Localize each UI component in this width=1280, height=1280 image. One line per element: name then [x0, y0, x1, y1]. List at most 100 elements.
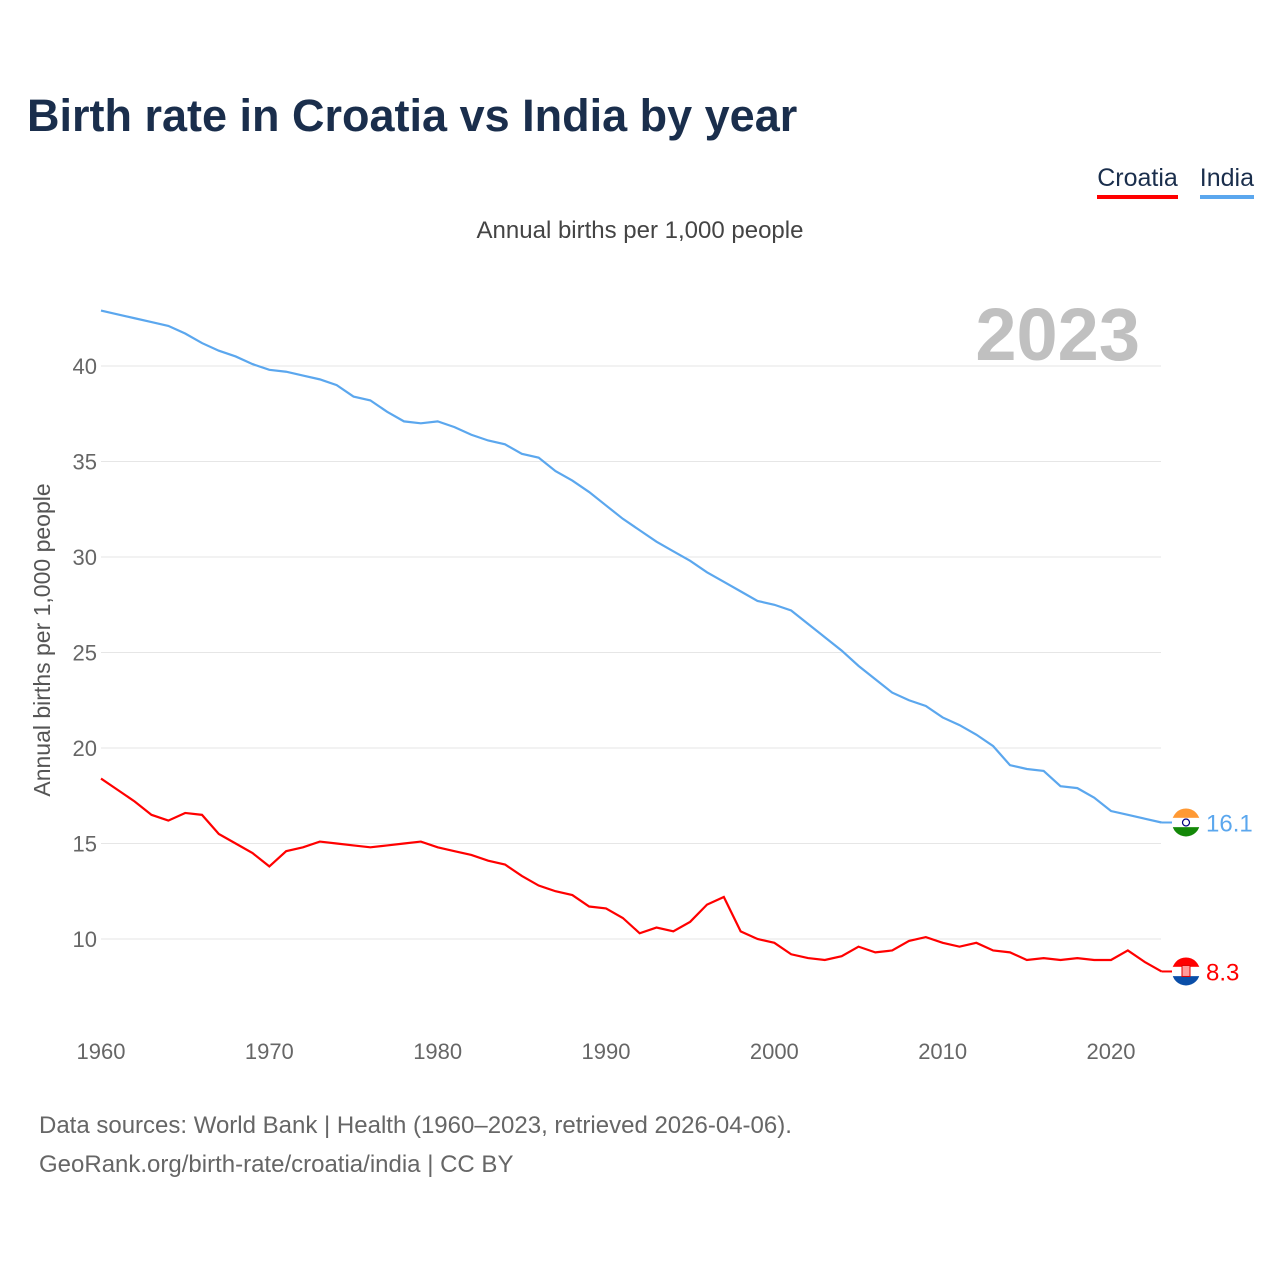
data-point — [654, 539, 660, 545]
data-point — [687, 558, 693, 564]
data-point — [822, 957, 828, 963]
data-point — [872, 949, 878, 955]
data-point — [384, 842, 390, 848]
data-point — [738, 588, 744, 594]
data-point — [182, 331, 188, 337]
data-point — [1041, 955, 1047, 961]
data-point — [1041, 768, 1047, 774]
data-point — [670, 548, 676, 554]
data-point — [704, 569, 710, 575]
y-tick-label: 30 — [73, 545, 97, 570]
legend-item-india[interactable]: India — [1199, 164, 1254, 199]
data-point — [839, 648, 845, 654]
chart-subtitle: Annual births per 1,000 people — [476, 217, 804, 244]
y-tick-label: 25 — [73, 641, 97, 666]
legend-item-croatia[interactable]: Croatia — [1097, 164, 1178, 199]
data-point — [468, 852, 474, 858]
data-point — [132, 315, 138, 321]
data-point — [1007, 762, 1013, 768]
data-point — [1058, 783, 1064, 789]
data-point — [586, 904, 592, 910]
data-point — [300, 373, 306, 379]
data-point — [485, 437, 491, 443]
data-point — [401, 841, 407, 847]
flag-icon-india — [1172, 808, 1200, 837]
data-point — [1142, 816, 1148, 822]
y-axis-label: Annual births per 1,000 people — [29, 483, 55, 796]
data-point — [199, 812, 205, 818]
data-point — [957, 944, 963, 950]
data-point — [923, 934, 929, 940]
data-point — [788, 607, 794, 613]
data-point — [872, 676, 878, 682]
data-point — [216, 831, 222, 837]
data-point — [502, 441, 508, 447]
data-point — [620, 915, 626, 921]
footer: Data sources: World Bank | Health (1960–… — [39, 1106, 792, 1184]
data-point — [351, 842, 357, 848]
data-point — [1125, 947, 1131, 953]
data-point — [98, 776, 104, 782]
data-point — [452, 424, 458, 430]
data-point — [266, 863, 272, 869]
end-value-label: 8.3 — [1206, 959, 1239, 986]
footer-sources: Data sources: World Bank | Health (1960–… — [39, 1112, 792, 1139]
data-point — [990, 947, 996, 953]
data-point — [216, 348, 222, 354]
end-value-label: 16.1 — [1206, 810, 1253, 837]
data-point — [603, 502, 609, 508]
data-point — [940, 940, 946, 946]
data-point — [149, 319, 155, 325]
data-point — [670, 928, 676, 934]
data-point — [889, 690, 895, 696]
data-point — [536, 883, 542, 889]
data-point — [132, 798, 138, 804]
data-point — [788, 951, 794, 957]
flag-icon-croatia — [1172, 957, 1200, 986]
series-line-croatia — [100, 777, 1163, 973]
data-point — [940, 714, 946, 720]
data-point — [721, 894, 727, 900]
data-point — [468, 432, 474, 438]
data-point — [199, 340, 205, 346]
footer-link[interactable]: GeoRank.org/birth-rate/croatia/india | C… — [39, 1151, 514, 1178]
data-point — [1091, 795, 1097, 801]
data-point — [519, 451, 525, 457]
data-point — [771, 940, 777, 946]
data-point — [654, 925, 660, 931]
data-point — [822, 634, 828, 640]
data-point — [250, 361, 256, 367]
data-point — [687, 919, 693, 925]
data-point — [536, 455, 542, 461]
y-tick-label: 20 — [73, 736, 97, 761]
data-point — [957, 722, 963, 728]
data-point — [553, 468, 559, 474]
data-point — [569, 478, 575, 484]
data-point — [300, 844, 306, 850]
data-point — [1058, 957, 1064, 963]
data-point — [704, 902, 710, 908]
data-point — [502, 862, 508, 868]
data-point — [553, 888, 559, 894]
x-tick-label: 2000 — [750, 1039, 799, 1064]
data-point — [637, 527, 643, 533]
data-point — [1091, 957, 1097, 963]
data-point — [435, 844, 441, 850]
y-tick-label: 10 — [73, 927, 97, 952]
data-point — [856, 944, 862, 950]
data-point — [1074, 785, 1080, 791]
y-tick-label: 15 — [73, 832, 97, 857]
data-point — [233, 841, 239, 847]
data-point — [1125, 812, 1131, 818]
year-watermark: 2023 — [975, 293, 1140, 376]
data-point — [1007, 949, 1013, 955]
data-point — [165, 818, 171, 824]
x-tick-label: 1990 — [582, 1039, 631, 1064]
data-point — [990, 743, 996, 749]
data-point — [1074, 955, 1080, 961]
x-tick-label: 2010 — [918, 1039, 967, 1064]
data-point — [149, 812, 155, 818]
data-point — [452, 848, 458, 854]
data-point — [1142, 959, 1148, 965]
data-point — [973, 940, 979, 946]
